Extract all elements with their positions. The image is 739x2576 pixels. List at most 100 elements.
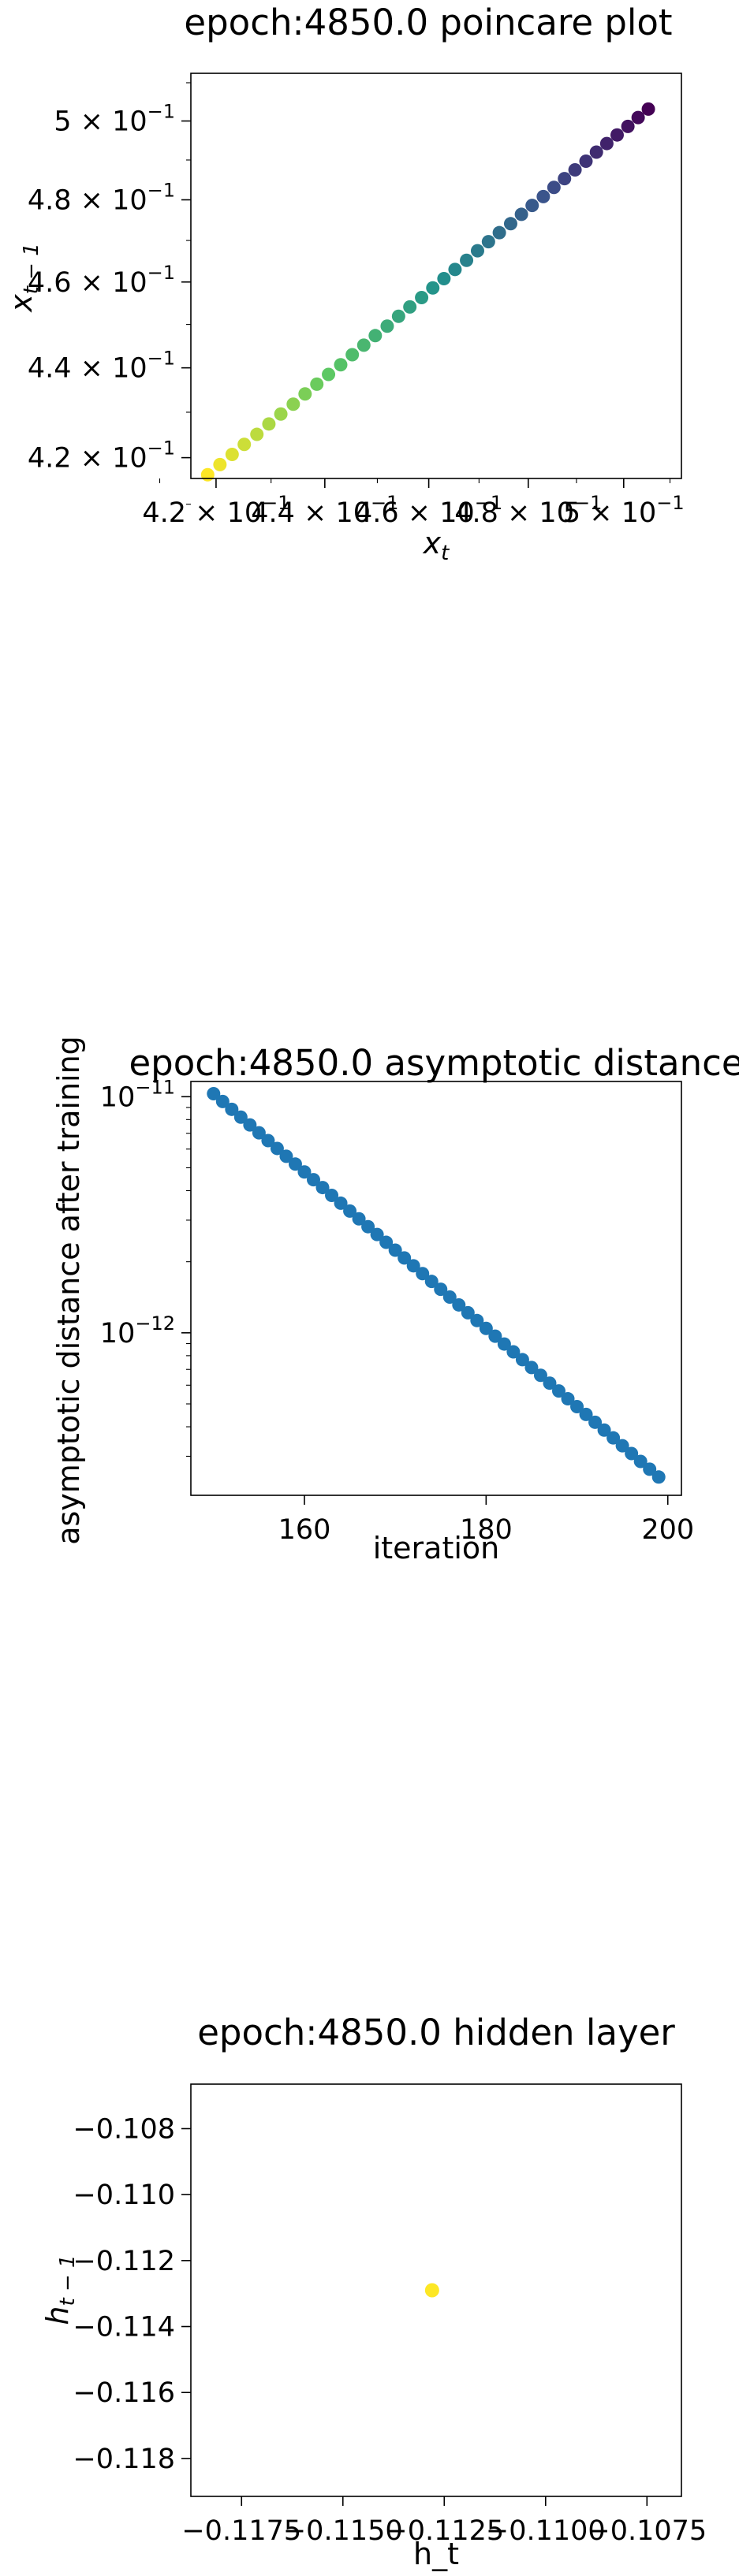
- data-point: [207, 1086, 221, 1100]
- data-point: [307, 1173, 320, 1187]
- x-tick-label: 4.6 × 10−1: [355, 492, 502, 529]
- data-point: [625, 1446, 639, 1461]
- data-point: [570, 1399, 584, 1413]
- y-axis-label: xt − 1: [4, 243, 43, 313]
- y-tick-label: −0.112: [73, 2246, 175, 2277]
- x-tick-label: 160: [278, 1514, 331, 1546]
- data-point: [558, 172, 572, 186]
- x-axis-label: h_t: [413, 2537, 459, 2571]
- x-tick-label: 4.8 × 10−1: [454, 492, 602, 529]
- y-tick-label: 4.2 × 10−1: [28, 437, 175, 475]
- hidden-layer-chart: epoch:4850.0 hidden layer −0.1175−0.1150…: [40, 2012, 707, 2571]
- data-point: [514, 207, 528, 221]
- y-tick-label: 4.6 × 10−1: [28, 262, 175, 299]
- poincare-plot-chart: epoch:4850.0 poincare plot 4.2 × 10−1 4.4…: [4, 2, 685, 565]
- chart-title: epoch:4850.0 asymptotic distance: [129, 1042, 739, 1084]
- data-point: [452, 1297, 466, 1312]
- data-point: [200, 467, 215, 482]
- points-group: [207, 1086, 666, 1484]
- data-point: [470, 1313, 484, 1327]
- data-point: [415, 291, 429, 305]
- data-point: [225, 1102, 239, 1116]
- data-point: [361, 1219, 375, 1234]
- tick-group: 160 180 200 10−11 10−12: [100, 1076, 694, 1546]
- data-point: [325, 1188, 339, 1202]
- points-group: [200, 102, 655, 482]
- data-point: [334, 358, 348, 372]
- data-point: [607, 1431, 621, 1445]
- data-point: [651, 1470, 666, 1484]
- plot-frame: [190, 2083, 682, 2497]
- data-point: [391, 309, 405, 323]
- data-point: [579, 1407, 593, 1421]
- data-point: [488, 1329, 502, 1343]
- data-point: [589, 145, 603, 159]
- chart-title: epoch:4850.0 poincare plot: [184, 2, 672, 43]
- data-point: [262, 417, 276, 431]
- data-point: [370, 1227, 384, 1241]
- data-point: [250, 427, 264, 441]
- data-point: [397, 1251, 412, 1265]
- data-point: [424, 2283, 439, 2298]
- y-axis-label: asymptotic distance after training: [51, 1036, 86, 1545]
- data-point: [588, 1415, 603, 1429]
- data-point: [315, 1181, 330, 1195]
- data-point: [641, 102, 655, 116]
- data-point: [547, 181, 561, 195]
- x-tick-label: −0.1125: [384, 2515, 504, 2547]
- x-axis-label: iteration: [373, 1531, 500, 1565]
- data-point: [460, 253, 474, 267]
- data-point: [424, 1275, 439, 1289]
- y-tick-label: 10−12: [100, 1312, 175, 1349]
- data-point: [470, 244, 484, 258]
- plot-frame: [190, 1081, 682, 1496]
- x-tick-label: 4.4 × 10−1: [251, 492, 398, 529]
- y-axis-label: ht − 1: [40, 2254, 80, 2325]
- data-point: [552, 1384, 565, 1398]
- x-tick-label: −0.1175: [181, 2515, 301, 2547]
- data-point: [434, 1282, 448, 1297]
- data-point: [215, 1094, 230, 1108]
- data-point: [334, 1196, 348, 1210]
- data-point: [525, 199, 539, 213]
- data-point: [599, 136, 614, 151]
- y-tick-label: 5 × 10−1: [54, 100, 175, 137]
- y-tick-label: −0.108: [73, 2113, 175, 2145]
- chart-title: epoch:4850.0 hidden layer: [197, 2012, 675, 2053]
- data-point: [597, 1423, 611, 1437]
- y-tick-label: 10−11: [100, 1076, 175, 1113]
- data-point: [610, 128, 624, 142]
- data-point: [261, 1134, 275, 1148]
- data-point: [561, 1392, 575, 1406]
- data-point: [379, 1235, 394, 1249]
- data-point: [406, 1259, 420, 1273]
- tick-group: −0.1175−0.1150−0.1125−0.1100−0.1075 −0.10…: [73, 2113, 707, 2547]
- data-point: [643, 1462, 657, 1476]
- asymptotic-distance-chart: epoch:4850.0 asymptotic distance 160 180 2…: [51, 1036, 739, 1565]
- data-point: [322, 367, 336, 382]
- data-point: [579, 154, 593, 168]
- data-point: [233, 1110, 248, 1124]
- data-point: [481, 235, 495, 249]
- data-point: [524, 1361, 539, 1375]
- data-point: [416, 1267, 430, 1281]
- data-point: [243, 1118, 257, 1132]
- y-tick-label: 4.4 × 10−1: [28, 348, 175, 385]
- plot-frame: [190, 73, 682, 479]
- data-point: [437, 271, 451, 285]
- data-point: [368, 329, 383, 343]
- data-point: [345, 348, 360, 362]
- y-tick-label: 4.8 × 10−1: [28, 179, 175, 216]
- x-tick-label: 200: [641, 1514, 694, 1546]
- data-point: [252, 1126, 266, 1140]
- data-point: [479, 1321, 493, 1335]
- x-tick-label: −0.1150: [283, 2515, 403, 2547]
- data-point: [279, 1149, 293, 1163]
- data-point: [274, 407, 288, 421]
- data-point: [310, 377, 324, 391]
- data-point: [533, 1368, 547, 1383]
- data-point: [515, 1353, 529, 1367]
- data-point: [388, 1243, 402, 1257]
- data-point: [270, 1141, 284, 1156]
